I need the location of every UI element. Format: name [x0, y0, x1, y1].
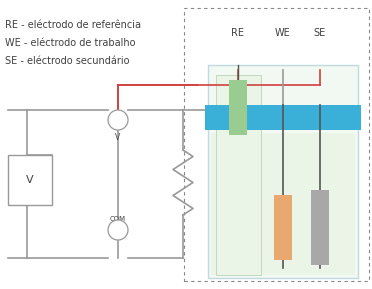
Bar: [8, 155, 52, 205]
Bar: [229, 80, 247, 135]
Text: V: V: [115, 133, 121, 142]
Circle shape: [108, 220, 128, 240]
Text: WE - eléctrodo de trabalho: WE - eléctrodo de trabalho: [5, 38, 135, 48]
Bar: [274, 195, 292, 260]
Text: SE: SE: [314, 28, 326, 38]
Bar: [211, 133, 355, 275]
Circle shape: [108, 110, 128, 130]
Text: RE: RE: [231, 28, 244, 38]
Text: SE - eléctrodo secundário: SE - eléctrodo secundário: [5, 56, 129, 66]
Text: COM: COM: [110, 216, 126, 222]
Bar: [216, 75, 261, 275]
Bar: [311, 190, 329, 265]
Text: V: V: [26, 175, 34, 185]
Bar: [205, 105, 361, 130]
Bar: [184, 8, 369, 281]
Bar: [208, 65, 358, 278]
Text: WE: WE: [275, 28, 291, 38]
Text: RE - eléctrodo de referência: RE - eléctrodo de referência: [5, 20, 141, 30]
